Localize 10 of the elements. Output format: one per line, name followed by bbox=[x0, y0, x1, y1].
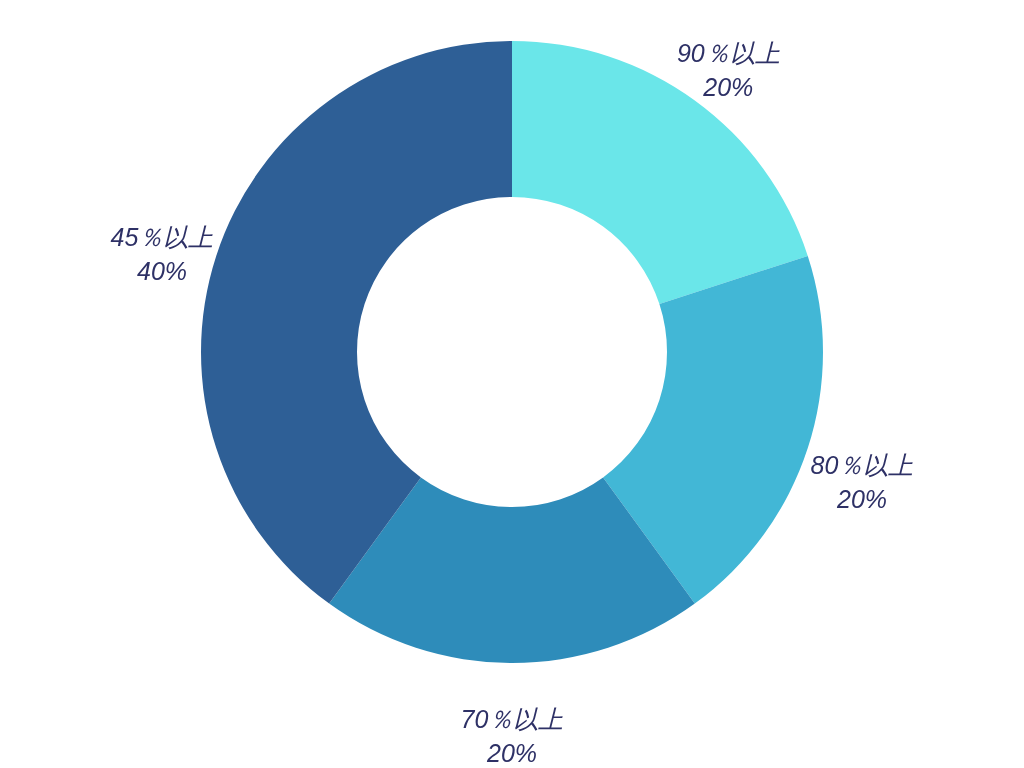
data-label: 20% bbox=[702, 73, 754, 102]
slice-label: 45％以上 bbox=[110, 223, 214, 252]
slice-label: 70％以上 bbox=[460, 705, 564, 733]
data-label: 20% bbox=[835, 484, 888, 513]
slice-label: 80％以上 bbox=[810, 450, 914, 479]
donut-slice bbox=[512, 41, 808, 305]
slice-label: 90％以上 bbox=[676, 39, 780, 68]
donut-slice bbox=[329, 477, 695, 663]
data-label: 40% bbox=[136, 257, 188, 286]
data-label: 20% bbox=[485, 739, 538, 767]
